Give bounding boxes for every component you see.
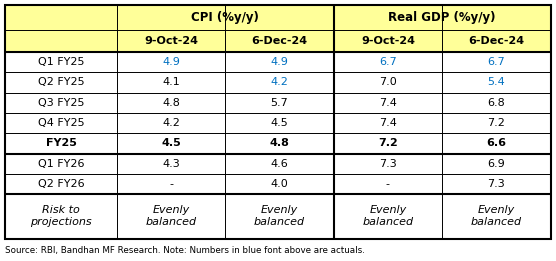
Bar: [442, 174, 550, 194]
Bar: [117, 113, 225, 133]
Text: 7.4: 7.4: [379, 118, 397, 128]
Text: Q4 FY25: Q4 FY25: [38, 118, 85, 128]
Text: 5.7: 5.7: [271, 98, 289, 108]
Bar: [5, 113, 117, 133]
Text: 7.4: 7.4: [379, 98, 397, 108]
Text: Q2 FY25: Q2 FY25: [38, 77, 85, 87]
Bar: [117, 92, 225, 113]
Bar: [117, 72, 225, 92]
Bar: [334, 5, 442, 29]
Bar: [225, 92, 334, 113]
Text: 7.0: 7.0: [379, 77, 397, 87]
Text: Evenly
balanced: Evenly balanced: [471, 205, 522, 227]
Bar: [225, 194, 334, 238]
Bar: [5, 5, 117, 29]
Bar: [442, 153, 550, 174]
Text: 4.2: 4.2: [162, 118, 180, 128]
Bar: [5, 92, 117, 113]
Bar: [5, 153, 117, 174]
Text: 7.2: 7.2: [487, 118, 505, 128]
Text: 4.1: 4.1: [162, 77, 180, 87]
Text: 4.8: 4.8: [162, 98, 180, 108]
Text: 6-Dec-24: 6-Dec-24: [251, 36, 307, 46]
Bar: [334, 113, 442, 133]
Bar: [334, 194, 442, 238]
Bar: [117, 5, 225, 29]
Text: Evenly
balanced: Evenly balanced: [254, 205, 305, 227]
Bar: [442, 72, 550, 92]
Bar: [225, 72, 334, 92]
Text: Evenly
balanced: Evenly balanced: [363, 205, 414, 227]
Bar: [225, 174, 334, 194]
Text: Q2 FY26: Q2 FY26: [38, 179, 85, 189]
Text: Q1 FY26: Q1 FY26: [38, 159, 84, 169]
Bar: [442, 194, 550, 238]
Text: 4.8: 4.8: [270, 138, 290, 149]
Text: 5.4: 5.4: [488, 77, 505, 87]
Bar: [5, 52, 117, 72]
Bar: [5, 133, 117, 153]
Text: CPI (%y/y): CPI (%y/y): [191, 11, 259, 24]
Bar: [334, 92, 442, 113]
Bar: [117, 194, 225, 238]
Bar: [334, 52, 442, 72]
Text: 4.5: 4.5: [271, 118, 289, 128]
Text: 4.6: 4.6: [271, 159, 289, 169]
Text: 7.2: 7.2: [378, 138, 398, 149]
Bar: [225, 133, 334, 153]
Text: 4.5: 4.5: [161, 138, 181, 149]
Text: 7.3: 7.3: [488, 179, 505, 189]
Bar: [442, 52, 550, 72]
Text: 4.9: 4.9: [162, 57, 180, 67]
Bar: [442, 5, 550, 29]
Bar: [5, 5, 551, 239]
Text: FY25: FY25: [46, 138, 76, 149]
Bar: [442, 113, 550, 133]
Bar: [5, 29, 117, 52]
Text: 4.3: 4.3: [162, 159, 180, 169]
Text: -: -: [169, 179, 173, 189]
Text: 6.8: 6.8: [488, 98, 505, 108]
Bar: [334, 153, 442, 174]
Bar: [334, 72, 442, 92]
Bar: [5, 72, 117, 92]
Bar: [225, 5, 334, 29]
Text: 6.6: 6.6: [486, 138, 507, 149]
Text: 6.7: 6.7: [379, 57, 397, 67]
Bar: [117, 29, 225, 52]
Text: 9-Oct-24: 9-Oct-24: [144, 36, 198, 46]
Bar: [225, 153, 334, 174]
Bar: [225, 52, 334, 72]
Text: Q1 FY25: Q1 FY25: [38, 57, 84, 67]
Bar: [442, 29, 550, 52]
Bar: [334, 174, 442, 194]
Bar: [5, 174, 117, 194]
Bar: [442, 133, 550, 153]
Bar: [442, 92, 550, 113]
Text: 6.9: 6.9: [488, 159, 505, 169]
Text: Real GDP (%y/y): Real GDP (%y/y): [388, 11, 496, 24]
Bar: [117, 174, 225, 194]
Bar: [225, 29, 334, 52]
Bar: [225, 113, 334, 133]
Text: 7.3: 7.3: [379, 159, 397, 169]
Text: 9-Oct-24: 9-Oct-24: [361, 36, 415, 46]
Text: 6-Dec-24: 6-Dec-24: [468, 36, 524, 46]
Bar: [117, 153, 225, 174]
Text: 6.7: 6.7: [488, 57, 505, 67]
Text: 4.2: 4.2: [271, 77, 289, 87]
Bar: [5, 194, 117, 238]
Bar: [117, 133, 225, 153]
Text: 4.0: 4.0: [271, 179, 289, 189]
Text: Source: RBI, Bandhan MF Research. Note: Numbers in blue font above are actuals.: Source: RBI, Bandhan MF Research. Note: …: [5, 246, 365, 254]
Text: Q3 FY25: Q3 FY25: [38, 98, 84, 108]
Bar: [334, 29, 442, 52]
Text: Risk to
projections: Risk to projections: [30, 205, 92, 227]
Bar: [334, 133, 442, 153]
Text: -: -: [386, 179, 390, 189]
Bar: [117, 52, 225, 72]
Text: 4.9: 4.9: [271, 57, 289, 67]
Text: Evenly
balanced: Evenly balanced: [146, 205, 197, 227]
